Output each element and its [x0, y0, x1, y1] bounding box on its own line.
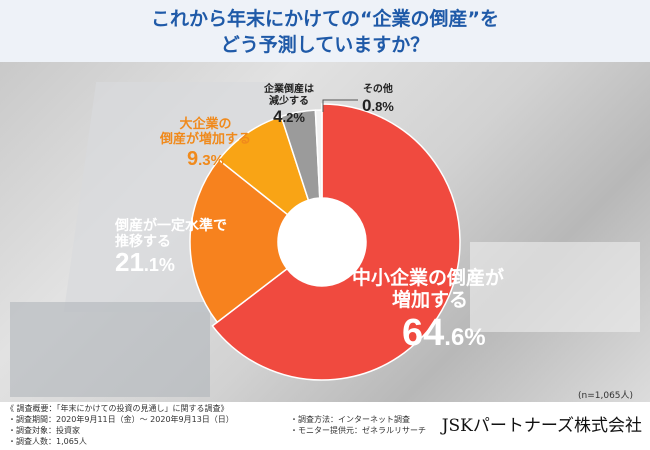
donut-slice-1	[189, 158, 289, 324]
label-steady: 倒産が一定水準で 推移する 21.1%	[115, 218, 227, 278]
sample-size-note: (n=1,065人)	[578, 391, 634, 401]
survey-count: ・調査人数：1,065人	[8, 437, 87, 446]
label-decrease: 企業倒産は 減少する 4.2%	[264, 84, 314, 126]
label-large: 大企業の 倒産が増加する 9.3%	[160, 117, 252, 170]
page-title: これから年末にかけての“企業の倒産”を どう予測していますか？	[151, 8, 499, 56]
label-sme: 中小企業の倒産が 増加する 64.6%	[352, 267, 505, 354]
survey-target: ・調査対象：投資家	[8, 426, 80, 435]
label-other: その他 0.8%	[362, 84, 394, 115]
survey-overview: 《 調査概要：「年末にかけての投資の見通し」に関する調査》	[6, 404, 229, 413]
survey-provider: ・モニター提供元：ゼネラルリサーチ	[290, 426, 426, 435]
survey-period: ・調査期間：2020年9月11日（金）～ 2020年9月13日（日）	[8, 415, 234, 424]
survey-method: ・調査方法：インターネット調査	[290, 415, 410, 424]
survey-footer: 《 調査概要：「年末にかけての投資の見通し」に関する調査》 ・調査期間：2020…	[0, 402, 650, 450]
donut-hole	[278, 198, 366, 286]
company-logo: JSKパートナーズ株式会社	[441, 416, 642, 436]
leader-line-other	[322, 99, 358, 112]
